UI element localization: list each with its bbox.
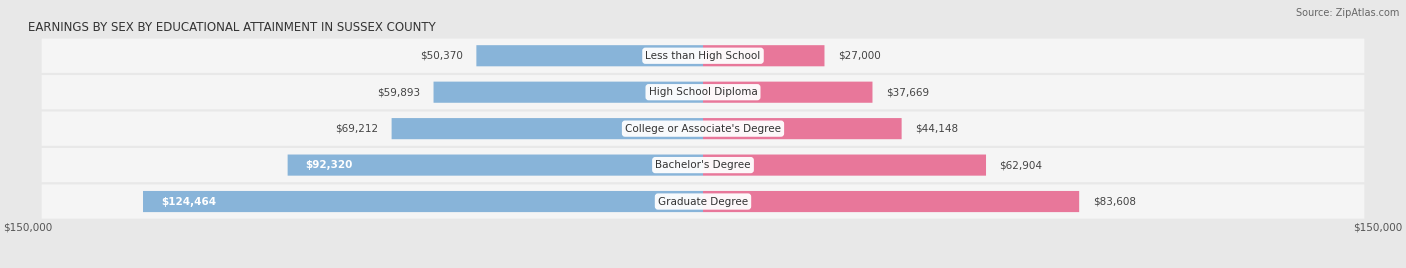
FancyBboxPatch shape <box>42 75 1364 109</box>
Text: $92,320: $92,320 <box>305 160 353 170</box>
FancyBboxPatch shape <box>703 155 986 176</box>
Text: $44,148: $44,148 <box>915 124 959 134</box>
Text: Source: ZipAtlas.com: Source: ZipAtlas.com <box>1295 8 1399 18</box>
FancyBboxPatch shape <box>392 118 703 139</box>
FancyBboxPatch shape <box>42 111 1364 146</box>
FancyBboxPatch shape <box>477 45 703 66</box>
FancyBboxPatch shape <box>42 184 1364 219</box>
Text: $124,464: $124,464 <box>162 196 217 207</box>
Text: Graduate Degree: Graduate Degree <box>658 196 748 207</box>
Text: College or Associate's Degree: College or Associate's Degree <box>626 124 780 134</box>
Text: $27,000: $27,000 <box>838 51 880 61</box>
FancyBboxPatch shape <box>288 155 703 176</box>
Text: Less than High School: Less than High School <box>645 51 761 61</box>
FancyBboxPatch shape <box>143 191 703 212</box>
Text: $83,608: $83,608 <box>1092 196 1136 207</box>
FancyBboxPatch shape <box>703 118 901 139</box>
FancyBboxPatch shape <box>703 82 873 103</box>
Text: $69,212: $69,212 <box>335 124 378 134</box>
Text: $37,669: $37,669 <box>886 87 929 97</box>
Text: $59,893: $59,893 <box>377 87 420 97</box>
FancyBboxPatch shape <box>703 45 824 66</box>
Text: High School Diploma: High School Diploma <box>648 87 758 97</box>
FancyBboxPatch shape <box>42 39 1364 73</box>
FancyBboxPatch shape <box>703 191 1080 212</box>
FancyBboxPatch shape <box>42 148 1364 182</box>
FancyBboxPatch shape <box>433 82 703 103</box>
Text: EARNINGS BY SEX BY EDUCATIONAL ATTAINMENT IN SUSSEX COUNTY: EARNINGS BY SEX BY EDUCATIONAL ATTAINMEN… <box>28 21 436 34</box>
Text: Bachelor's Degree: Bachelor's Degree <box>655 160 751 170</box>
Text: $50,370: $50,370 <box>420 51 463 61</box>
Text: $62,904: $62,904 <box>1000 160 1042 170</box>
